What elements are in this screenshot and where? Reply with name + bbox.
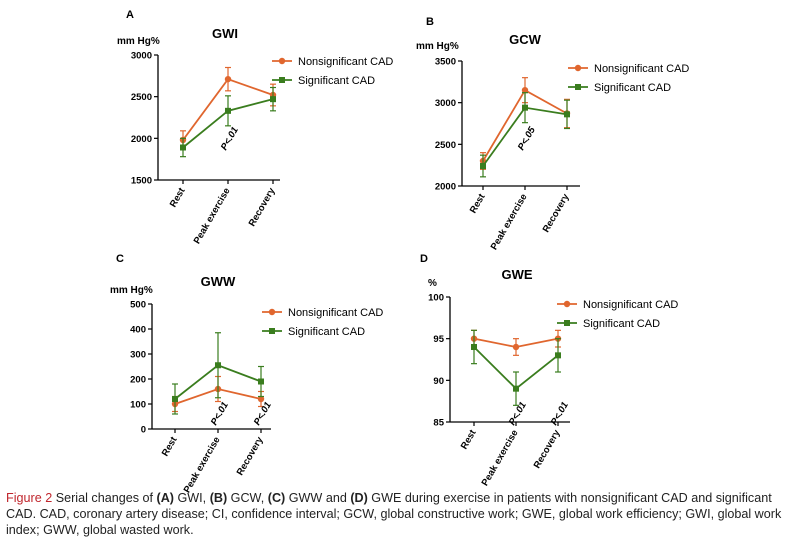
y-tick-label: 85 bbox=[433, 418, 444, 429]
legend-label: Nonsignificant CAD bbox=[583, 299, 678, 311]
legend-marker bbox=[574, 64, 582, 72]
y-tick-label: 100 bbox=[130, 400, 146, 411]
y-tick-label: 90 bbox=[433, 376, 444, 387]
legend-marker bbox=[268, 308, 276, 316]
y-tick-label: 0 bbox=[141, 425, 146, 436]
data-point bbox=[224, 75, 232, 83]
data-point bbox=[225, 107, 231, 114]
figure-caption: Figure 2 Serial changes of (A) GWI, (B) … bbox=[6, 490, 790, 538]
x-tick-label: Rest bbox=[468, 191, 488, 215]
panel-letter: C bbox=[116, 253, 124, 265]
chart-title: GWW bbox=[201, 274, 236, 289]
y-tick-label: 95 bbox=[433, 334, 444, 345]
x-tick-label: Rest bbox=[160, 434, 180, 458]
data-point bbox=[513, 385, 519, 392]
y-tick-label: 200 bbox=[130, 375, 146, 386]
data-point bbox=[180, 144, 186, 151]
y-tick-label: 2500 bbox=[435, 140, 456, 151]
data-point bbox=[215, 362, 221, 369]
data-point bbox=[270, 96, 276, 103]
y-unit-label: mm Hg% bbox=[416, 41, 459, 52]
caption-text: Serial changes of bbox=[52, 491, 157, 505]
legend-label: Significant CAD bbox=[288, 326, 365, 338]
caption-panel-ref: (C) bbox=[267, 491, 286, 505]
p-value-annotation: P<.01 bbox=[507, 400, 529, 427]
y-tick-label: 3500 bbox=[435, 57, 456, 68]
data-point bbox=[257, 395, 265, 403]
chart-panel-a: Amm Hg% GWI 1500 2000 2500 3000 Rest Peak exerc… bbox=[117, 9, 393, 246]
legend-label: Nonsignificant CAD bbox=[298, 56, 393, 68]
caption-text: GWW and bbox=[285, 491, 351, 505]
legend-marker bbox=[563, 300, 571, 308]
data-point bbox=[521, 86, 529, 94]
data-point bbox=[512, 343, 520, 351]
y-tick-label: 500 bbox=[130, 300, 146, 311]
data-point bbox=[172, 396, 178, 402]
caption-panel-ref: (A) bbox=[156, 491, 174, 505]
legend-marker bbox=[575, 84, 581, 90]
data-point bbox=[258, 378, 264, 385]
caption-text: GWE during exercise in patients with non… bbox=[6, 491, 782, 537]
y-unit-label: mm Hg% bbox=[110, 285, 153, 296]
p-value-annotation: P<.01 bbox=[549, 400, 571, 427]
caption-label: Figure 2 bbox=[6, 491, 53, 505]
legend-label: Nonsignificant CAD bbox=[288, 307, 383, 319]
chart-title: GCW bbox=[509, 32, 542, 47]
chart-panel-b: Bmm Hg% GCW 2000 2500 3000 3500 Rest Peak exerc… bbox=[416, 16, 689, 252]
p-value-annotation: P<.01 bbox=[219, 125, 241, 152]
chart-panel-d: D% GWE 85 90 95 100 Rest Peak exercise Recovery N… bbox=[420, 253, 678, 488]
x-tick-label: Rest bbox=[459, 427, 479, 451]
y-tick-label: 2000 bbox=[435, 182, 456, 193]
chart-title: GWE bbox=[501, 267, 532, 282]
x-tick-label: Recovery bbox=[247, 185, 278, 228]
legend-marker bbox=[279, 77, 285, 83]
y-tick-label: 1500 bbox=[131, 176, 152, 187]
caption-panel-ref: (B) bbox=[209, 491, 228, 505]
p-value-annotation: P<.01 bbox=[252, 400, 274, 427]
x-tick-label: Peak exercise bbox=[480, 428, 521, 488]
y-tick-label: 3000 bbox=[435, 98, 456, 109]
y-tick-label: 2500 bbox=[131, 92, 152, 103]
p-value-annotation: P<.05 bbox=[516, 125, 538, 153]
x-tick-label: Rest bbox=[168, 185, 188, 209]
data-point bbox=[480, 163, 486, 169]
y-tick-label: 100 bbox=[428, 293, 444, 304]
legend-marker bbox=[278, 57, 286, 65]
data-point bbox=[522, 104, 528, 111]
panel-letter: A bbox=[126, 9, 134, 21]
chart-panel-c: Cmm Hg% GWW 0 100 200 300 400 500 Rest Peak exerc… bbox=[110, 253, 383, 495]
caption-panel-ref: (D) bbox=[350, 491, 368, 505]
legend-marker bbox=[269, 328, 275, 334]
y-tick-label: 3000 bbox=[131, 51, 152, 62]
legend-label: Significant CAD bbox=[594, 82, 671, 94]
legend-label: Significant CAD bbox=[583, 318, 660, 330]
data-point bbox=[564, 111, 570, 118]
y-tick-label: 400 bbox=[130, 325, 146, 336]
y-tick-label: 2000 bbox=[131, 134, 152, 145]
caption-text: GWI, bbox=[174, 491, 210, 505]
chart-title: GWI bbox=[212, 26, 238, 41]
y-unit-label: mm Hg% bbox=[117, 36, 160, 47]
p-value-annotation: P<.01 bbox=[209, 400, 231, 427]
caption-text: GCW, bbox=[227, 491, 268, 505]
x-tick-label: Recovery bbox=[235, 434, 266, 477]
x-tick-label: Peak exercise bbox=[182, 435, 223, 495]
x-tick-label: Recovery bbox=[532, 427, 563, 470]
x-tick-label: Peak exercise bbox=[192, 186, 233, 246]
y-unit-label: % bbox=[428, 278, 437, 289]
data-point bbox=[555, 352, 561, 359]
y-tick-label: 300 bbox=[130, 350, 146, 361]
data-point bbox=[471, 344, 477, 350]
x-tick-label: Recovery bbox=[541, 191, 572, 234]
legend-label: Significant CAD bbox=[298, 75, 375, 87]
panel-letter: B bbox=[426, 16, 434, 28]
legend-marker bbox=[564, 320, 570, 326]
panel-letter: D bbox=[420, 253, 428, 265]
legend-label: Nonsignificant CAD bbox=[594, 63, 689, 75]
x-tick-label: Peak exercise bbox=[489, 192, 530, 252]
